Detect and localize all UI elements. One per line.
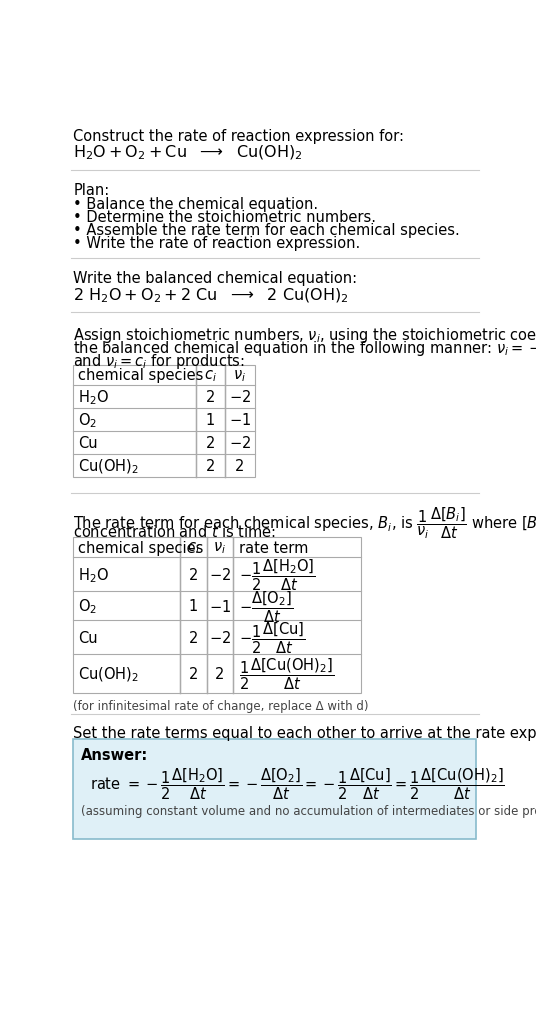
Text: $\mathsf{Cu(OH)_2}$: $\mathsf{Cu(OH)_2}$ (78, 457, 139, 475)
Text: $-\dfrac{1}{2}\dfrac{\Delta[\mathsf{Cu}]}{\Delta t}$: $-\dfrac{1}{2}\dfrac{\Delta[\mathsf{Cu}]… (239, 620, 306, 655)
Text: • Assemble the rate term for each chemical species.: • Assemble the rate term for each chemic… (73, 223, 460, 238)
Text: rate term: rate term (239, 540, 308, 555)
Text: 2: 2 (206, 389, 215, 405)
Text: $-1$: $-1$ (229, 412, 251, 428)
Text: (for infinitesimal rate of change, replace Δ with d): (for infinitesimal rate of change, repla… (73, 699, 369, 712)
Text: $\mathsf{H_2O + O_2 + Cu \ \ \longrightarrow \ \ Cu(OH)_2}$: $\mathsf{H_2O + O_2 + Cu \ \ \longrighta… (73, 144, 303, 162)
Text: Cu: Cu (78, 630, 98, 645)
Text: $-\dfrac{1}{2}\dfrac{\Delta[\mathsf{H_2O}]}{\Delta t}$: $-\dfrac{1}{2}\dfrac{\Delta[\mathsf{H_2O… (239, 556, 316, 592)
Text: Assign stoichiometric numbers, $\nu_i$, using the stoichiometric coefficients, $: Assign stoichiometric numbers, $\nu_i$, … (73, 325, 536, 344)
Text: $-\dfrac{\Delta[\mathsf{O_2}]}{\Delta t}$: $-\dfrac{\Delta[\mathsf{O_2}]}{\Delta t}… (239, 588, 293, 624)
Text: $\mathsf{O_2}$: $\mathsf{O_2}$ (78, 597, 97, 615)
Text: chemical species: chemical species (78, 540, 203, 555)
Text: The rate term for each chemical species, $B_i$, is $\dfrac{1}{\nu_i}\dfrac{\Delt: The rate term for each chemical species,… (73, 505, 536, 541)
Text: $\mathsf{2\ H_2O + O_2 + 2\ Cu \ \ \longrightarrow \ \ 2\ Cu(OH)_2}$: $\mathsf{2\ H_2O + O_2 + 2\ Cu \ \ \long… (73, 286, 349, 305)
Text: concentration and $t$ is time:: concentration and $t$ is time: (73, 524, 277, 540)
Text: $-2$: $-2$ (229, 389, 251, 405)
Text: • Determine the stoichiometric numbers.: • Determine the stoichiometric numbers. (73, 210, 376, 225)
Text: • Balance the chemical equation.: • Balance the chemical equation. (73, 197, 318, 212)
Bar (73, 739, 476, 840)
Text: $\mathsf{Cu(OH)_2}$: $\mathsf{Cu(OH)_2}$ (78, 664, 139, 683)
Text: 2: 2 (206, 435, 215, 450)
Text: 2: 2 (235, 459, 244, 474)
Text: 2: 2 (189, 568, 198, 582)
Text: (assuming constant volume and no accumulation of intermediates or side products): (assuming constant volume and no accumul… (81, 804, 536, 817)
Text: rate $= -\dfrac{1}{2}\dfrac{\Delta[\mathsf{H_2O}]}{\Delta t} = -\dfrac{\Delta[\m: rate $= -\dfrac{1}{2}\dfrac{\Delta[\math… (90, 765, 505, 801)
Text: $\nu_i$: $\nu_i$ (213, 540, 226, 555)
Text: Set the rate terms equal to each other to arrive at the rate expression:: Set the rate terms equal to each other t… (73, 726, 536, 741)
Text: the balanced chemical equation in the following manner: $\nu_i = -c_i$ for react: the balanced chemical equation in the fo… (73, 338, 536, 358)
Text: $\dfrac{1}{2}\dfrac{\Delta[\mathsf{Cu(OH)_2}]}{\Delta t}$: $\dfrac{1}{2}\dfrac{\Delta[\mathsf{Cu(OH… (239, 656, 334, 692)
Text: • Write the rate of reaction expression.: • Write the rate of reaction expression. (73, 236, 360, 251)
Text: $-2$: $-2$ (229, 435, 251, 451)
Text: $\mathsf{H_2O}$: $\mathsf{H_2O}$ (78, 387, 109, 407)
Text: Cu: Cu (78, 435, 98, 450)
Bar (73, 538, 361, 693)
Text: 2: 2 (189, 630, 198, 645)
Text: 2: 2 (206, 459, 215, 474)
Text: 2: 2 (215, 666, 225, 682)
Text: $-1$: $-1$ (209, 598, 230, 614)
Text: Construct the rate of reaction expression for:: Construct the rate of reaction expressio… (73, 128, 404, 144)
Text: $\mathsf{O_2}$: $\mathsf{O_2}$ (78, 411, 97, 429)
Text: $\nu_i$: $\nu_i$ (233, 368, 247, 383)
Text: 1: 1 (206, 413, 215, 427)
Text: Plan:: Plan: (73, 183, 109, 198)
Text: and $\nu_i = c_i$ for products:: and $\nu_i = c_i$ for products: (73, 352, 245, 371)
Text: chemical species: chemical species (78, 368, 203, 383)
Text: $c_i$: $c_i$ (204, 368, 217, 383)
Text: Answer:: Answer: (81, 747, 148, 762)
Bar (73, 366, 255, 478)
Text: Write the balanced chemical equation:: Write the balanced chemical equation: (73, 271, 358, 285)
Text: 1: 1 (189, 598, 198, 613)
Text: $-2$: $-2$ (209, 630, 230, 646)
Text: $-2$: $-2$ (209, 567, 230, 583)
Text: $c_i$: $c_i$ (187, 540, 200, 555)
Text: $\mathsf{H_2O}$: $\mathsf{H_2O}$ (78, 566, 109, 584)
Text: 2: 2 (189, 666, 198, 682)
